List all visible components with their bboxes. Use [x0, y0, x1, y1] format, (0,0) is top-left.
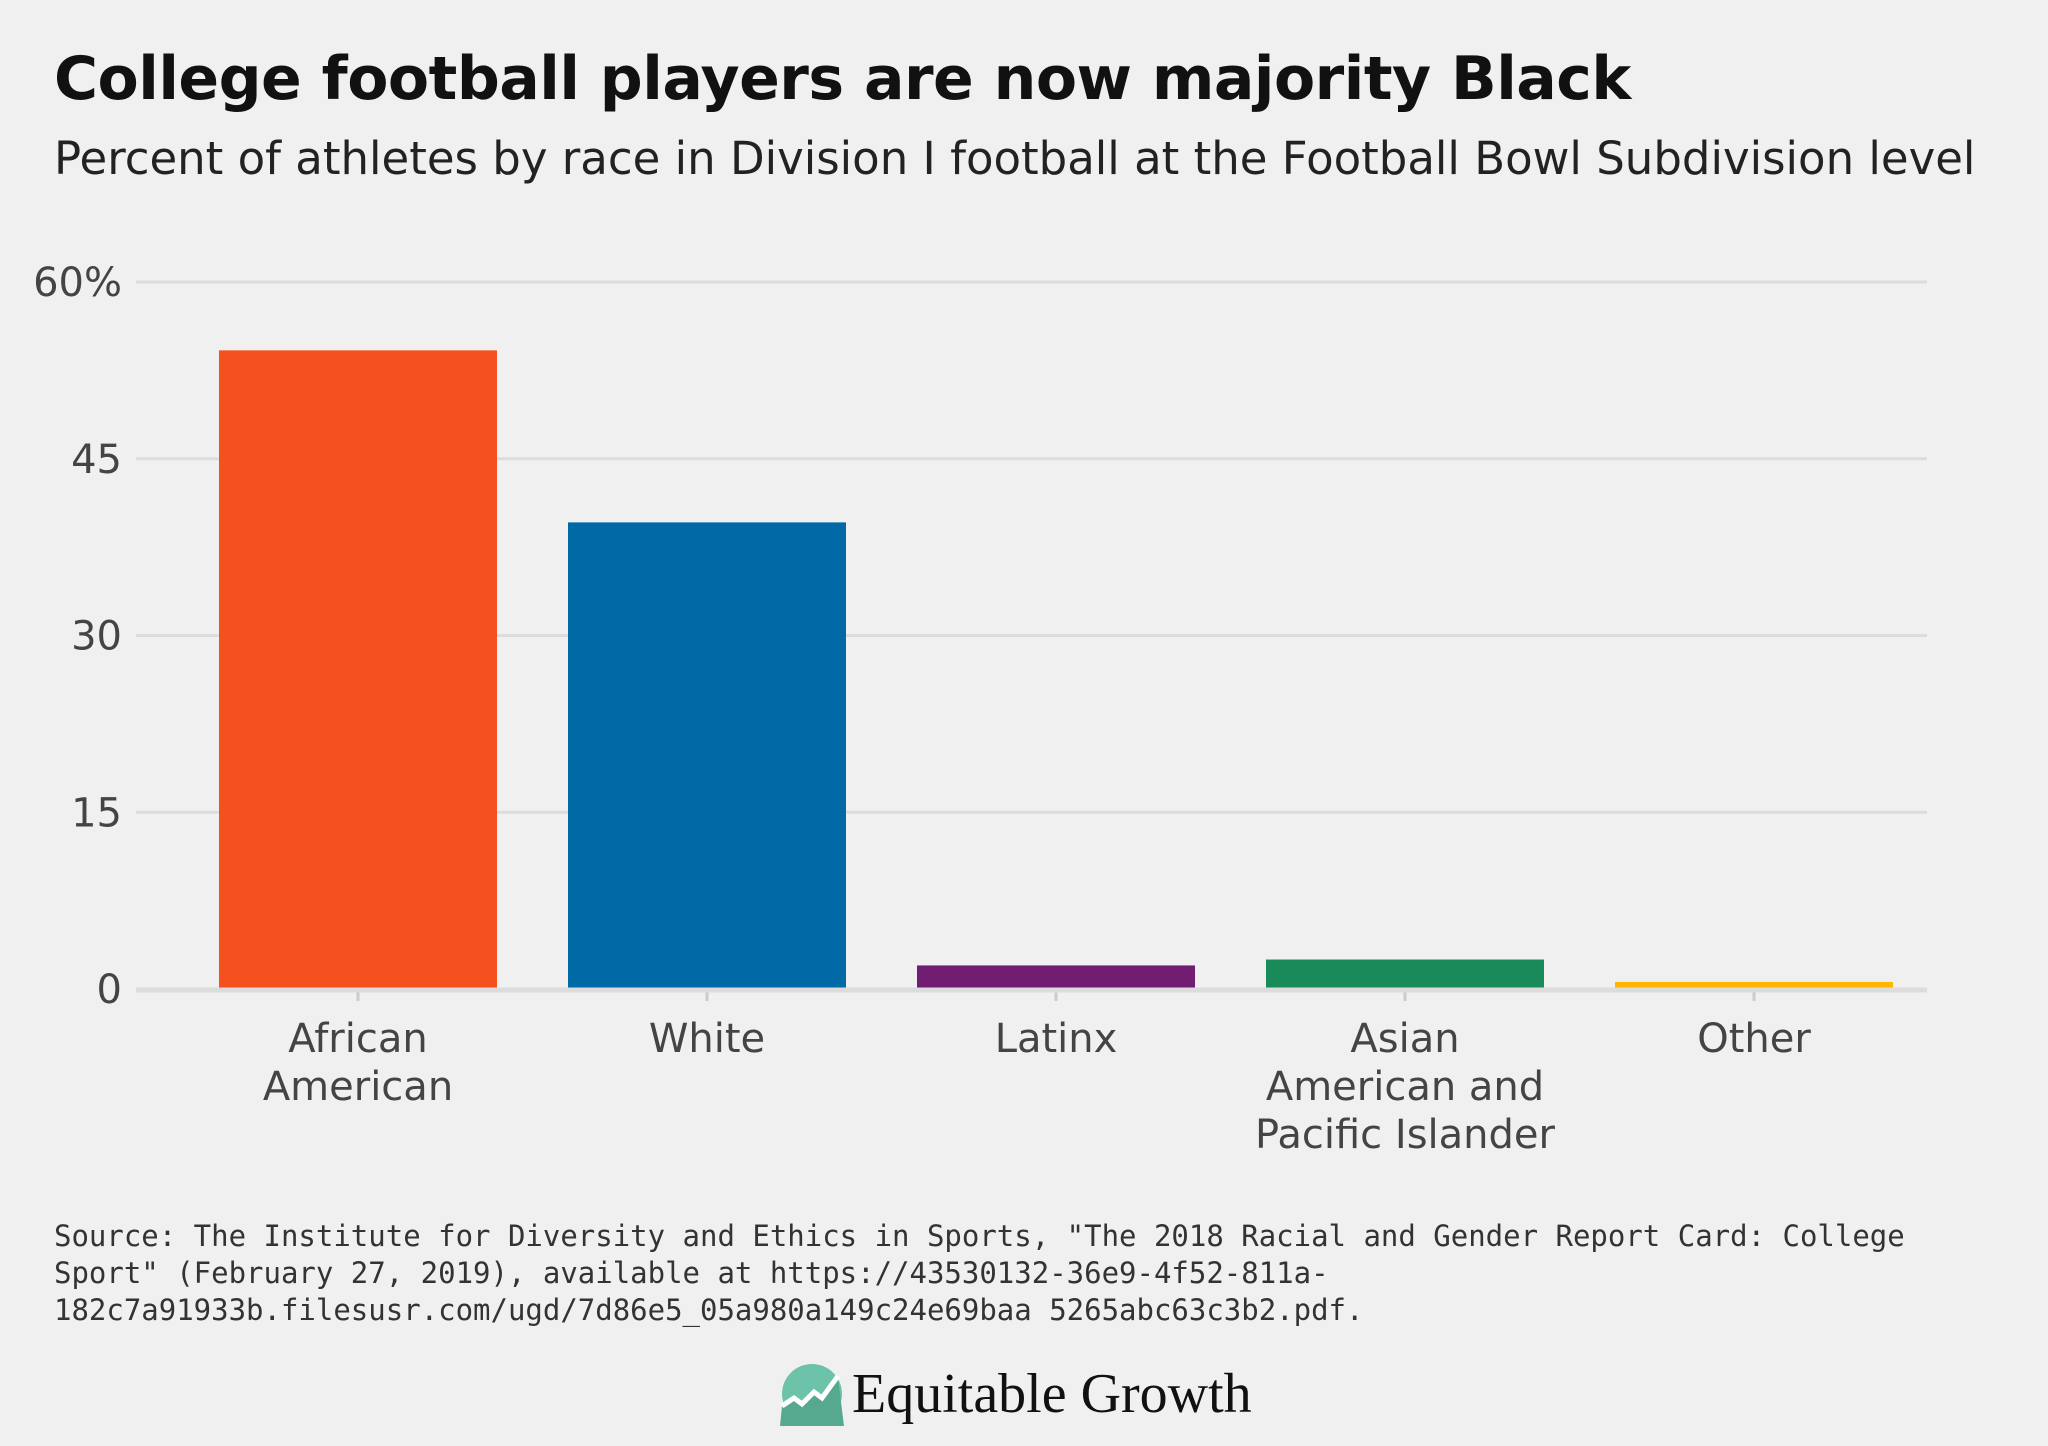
bar	[1615, 981, 1893, 989]
x-tick-label: Asian	[1350, 1016, 1459, 1062]
chart-subtitle: Percent of athletes by race in Division …	[54, 132, 1976, 185]
x-tick-label: American and	[1266, 1064, 1544, 1110]
logo: Equitable Growth	[780, 1362, 1252, 1426]
chart-title: College football players are now majorit…	[54, 44, 1631, 114]
x-tick-label: White	[649, 1016, 765, 1062]
logo-icon	[780, 1364, 844, 1426]
y-tick-label: 30	[71, 614, 122, 660]
source-note: Source: The Institute for Diversity and …	[54, 1219, 1905, 1327]
bar	[917, 965, 1195, 989]
x-tick-label: Pacific Islander	[1255, 1112, 1555, 1158]
logo-text: Equitable Growth	[852, 1363, 1252, 1425]
y-tick-label: 60%	[33, 260, 122, 306]
y-tick-label: 45	[71, 437, 122, 483]
bar	[1266, 959, 1544, 989]
x-tick-label: Latinx	[995, 1016, 1118, 1062]
y-tick-label: 0	[97, 967, 122, 1013]
y-tick-label: 15	[71, 790, 122, 836]
x-tick-label: African	[288, 1016, 427, 1062]
x-tick-label: American	[263, 1064, 453, 1110]
bar	[568, 522, 846, 989]
x-tick-label: Other	[1697, 1016, 1811, 1062]
bar	[219, 350, 497, 989]
